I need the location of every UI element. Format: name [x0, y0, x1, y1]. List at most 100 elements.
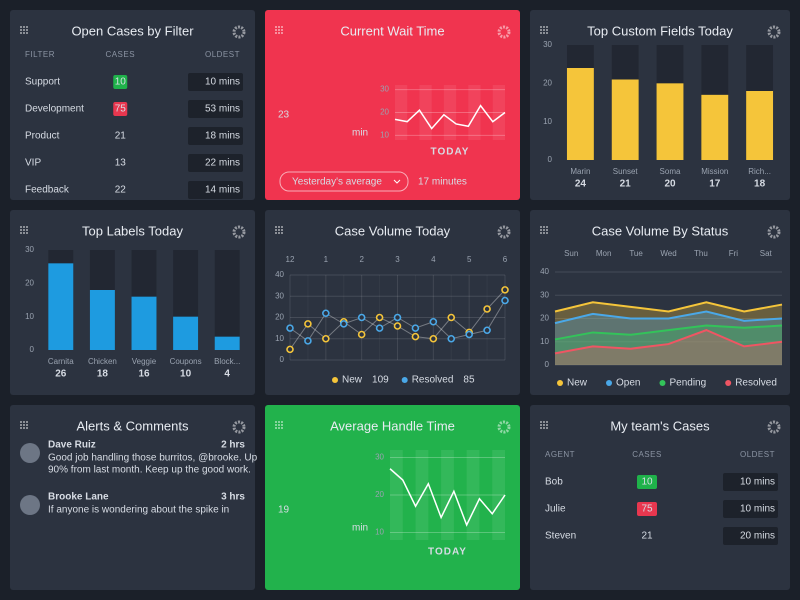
grid-icon[interactable] — [26, 421, 28, 423]
grid-icon[interactable] — [23, 424, 25, 426]
dropdown[interactable] — [279, 171, 409, 192]
grid-icon[interactable] — [278, 29, 280, 31]
grid-icon[interactable] — [281, 427, 283, 429]
grid-icon[interactable] — [540, 26, 542, 28]
settings-icon[interactable] — [767, 225, 781, 239]
oldest-box — [723, 500, 778, 518]
grid-icon[interactable] — [540, 229, 542, 231]
grid-icon[interactable] — [20, 229, 22, 231]
grid-icon[interactable] — [23, 29, 25, 31]
panel-title: Average Handle Time — [330, 418, 455, 433]
grid-icon[interactable] — [26, 427, 28, 429]
grid-icon[interactable] — [540, 421, 542, 423]
grid-icon[interactable] — [278, 32, 280, 34]
grid-icon[interactable] — [23, 229, 25, 231]
grid-icon[interactable] — [275, 229, 277, 231]
grid-icon[interactable] — [543, 229, 545, 231]
grid-icon[interactable] — [546, 232, 548, 234]
grid-icon[interactable] — [540, 32, 542, 34]
settings-icon[interactable] — [232, 420, 246, 434]
grid-icon[interactable] — [23, 232, 25, 234]
settings-icon[interactable] — [497, 225, 511, 239]
grid-icon[interactable] — [543, 226, 545, 228]
grid-icon[interactable] — [546, 421, 548, 423]
grid-icon[interactable] — [275, 226, 277, 228]
grid-icon[interactable] — [281, 226, 283, 228]
grid-icon[interactable] — [20, 32, 22, 34]
grid-icon[interactable] — [540, 232, 542, 234]
grid-icon[interactable] — [20, 232, 22, 234]
grid-icon[interactable] — [23, 421, 25, 423]
grid-icon[interactable] — [546, 26, 548, 28]
grid-icon[interactable] — [26, 29, 28, 31]
grid-icon[interactable] — [543, 424, 545, 426]
grid-icon[interactable] — [281, 232, 283, 234]
settings-icon[interactable] — [232, 225, 246, 239]
grid-icon[interactable] — [26, 226, 28, 228]
legend-marker — [606, 380, 613, 386]
grid-icon[interactable] — [278, 26, 280, 28]
panel-title: Case Volume Today — [335, 223, 451, 238]
grid-icon[interactable] — [20, 421, 22, 423]
grid-icon[interactable] — [543, 32, 545, 34]
grid-icon[interactable] — [543, 29, 545, 31]
grid-icon[interactable] — [275, 427, 277, 429]
grid-icon[interactable] — [281, 26, 283, 28]
grid-icon[interactable] — [281, 421, 283, 423]
grid-icon[interactable] — [546, 226, 548, 228]
grid-icon[interactable] — [278, 421, 280, 423]
grid-icon[interactable] — [540, 29, 542, 31]
grid-icon[interactable] — [275, 421, 277, 423]
grid-icon[interactable] — [275, 32, 277, 34]
grid-icon[interactable] — [26, 229, 28, 231]
grid-icon[interactable] — [20, 424, 22, 426]
grid-icon[interactable] — [23, 226, 25, 228]
grid-icon[interactable] — [543, 421, 545, 423]
grid-icon[interactable] — [275, 26, 277, 28]
grid-icon[interactable] — [275, 29, 277, 31]
settings-icon[interactable] — [497, 420, 511, 434]
grid-icon[interactable] — [278, 232, 280, 234]
grid-icon[interactable] — [20, 427, 22, 429]
grid-icon[interactable] — [281, 229, 283, 231]
grid-icon[interactable] — [546, 424, 548, 426]
grid-icon[interactable] — [278, 226, 280, 228]
grid-icon[interactable] — [546, 32, 548, 34]
grid-icon[interactable] — [23, 26, 25, 28]
oldest-value: 10 mins — [740, 477, 775, 488]
band — [466, 450, 480, 540]
settings-icon[interactable] — [767, 25, 781, 39]
legend-label: Resolved — [412, 375, 454, 386]
grid-icon[interactable] — [275, 232, 277, 234]
grid-icon[interactable] — [540, 424, 542, 426]
grid-icon[interactable] — [26, 26, 28, 28]
grid-icon[interactable] — [543, 427, 545, 429]
settings-icon[interactable] — [767, 420, 781, 434]
grid-icon[interactable] — [20, 29, 22, 31]
grid-icon[interactable] — [278, 427, 280, 429]
settings-icon[interactable] — [232, 25, 246, 39]
grid-icon[interactable] — [543, 232, 545, 234]
grid-icon[interactable] — [26, 424, 28, 426]
grid-icon[interactable] — [20, 26, 22, 28]
grid-icon[interactable] — [278, 424, 280, 426]
grid-icon[interactable] — [281, 29, 283, 31]
grid-icon[interactable] — [26, 232, 28, 234]
value-label: 4 — [224, 369, 230, 380]
grid-icon[interactable] — [540, 427, 542, 429]
grid-icon[interactable] — [23, 427, 25, 429]
grid-icon[interactable] — [543, 26, 545, 28]
grid-icon[interactable] — [546, 427, 548, 429]
grid-icon[interactable] — [23, 32, 25, 34]
grid-icon[interactable] — [540, 226, 542, 228]
grid-icon[interactable] — [546, 29, 548, 31]
y-tick-label: 20 — [543, 78, 552, 87]
settings-icon[interactable] — [497, 25, 511, 39]
grid-icon[interactable] — [281, 424, 283, 426]
grid-icon[interactable] — [275, 424, 277, 426]
grid-icon[interactable] — [278, 229, 280, 231]
grid-icon[interactable] — [20, 226, 22, 228]
grid-icon[interactable] — [26, 32, 28, 34]
grid-icon[interactable] — [546, 229, 548, 231]
grid-icon[interactable] — [281, 32, 283, 34]
